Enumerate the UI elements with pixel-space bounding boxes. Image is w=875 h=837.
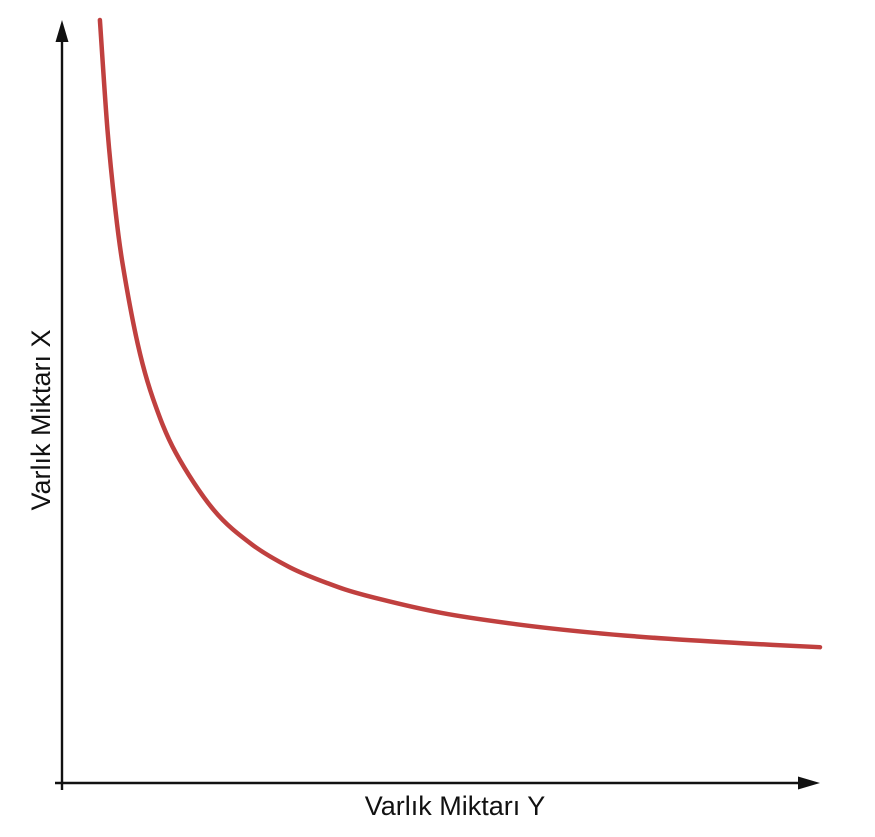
y-axis-arrow [55, 20, 69, 42]
y-axis-label: Varlık Miktarı X [26, 329, 56, 510]
series-curve [97, 17, 823, 650]
x-axis-label: Varlık Miktarı Y [365, 791, 546, 821]
x-axis-arrow [798, 776, 820, 790]
axes [55, 20, 820, 790]
